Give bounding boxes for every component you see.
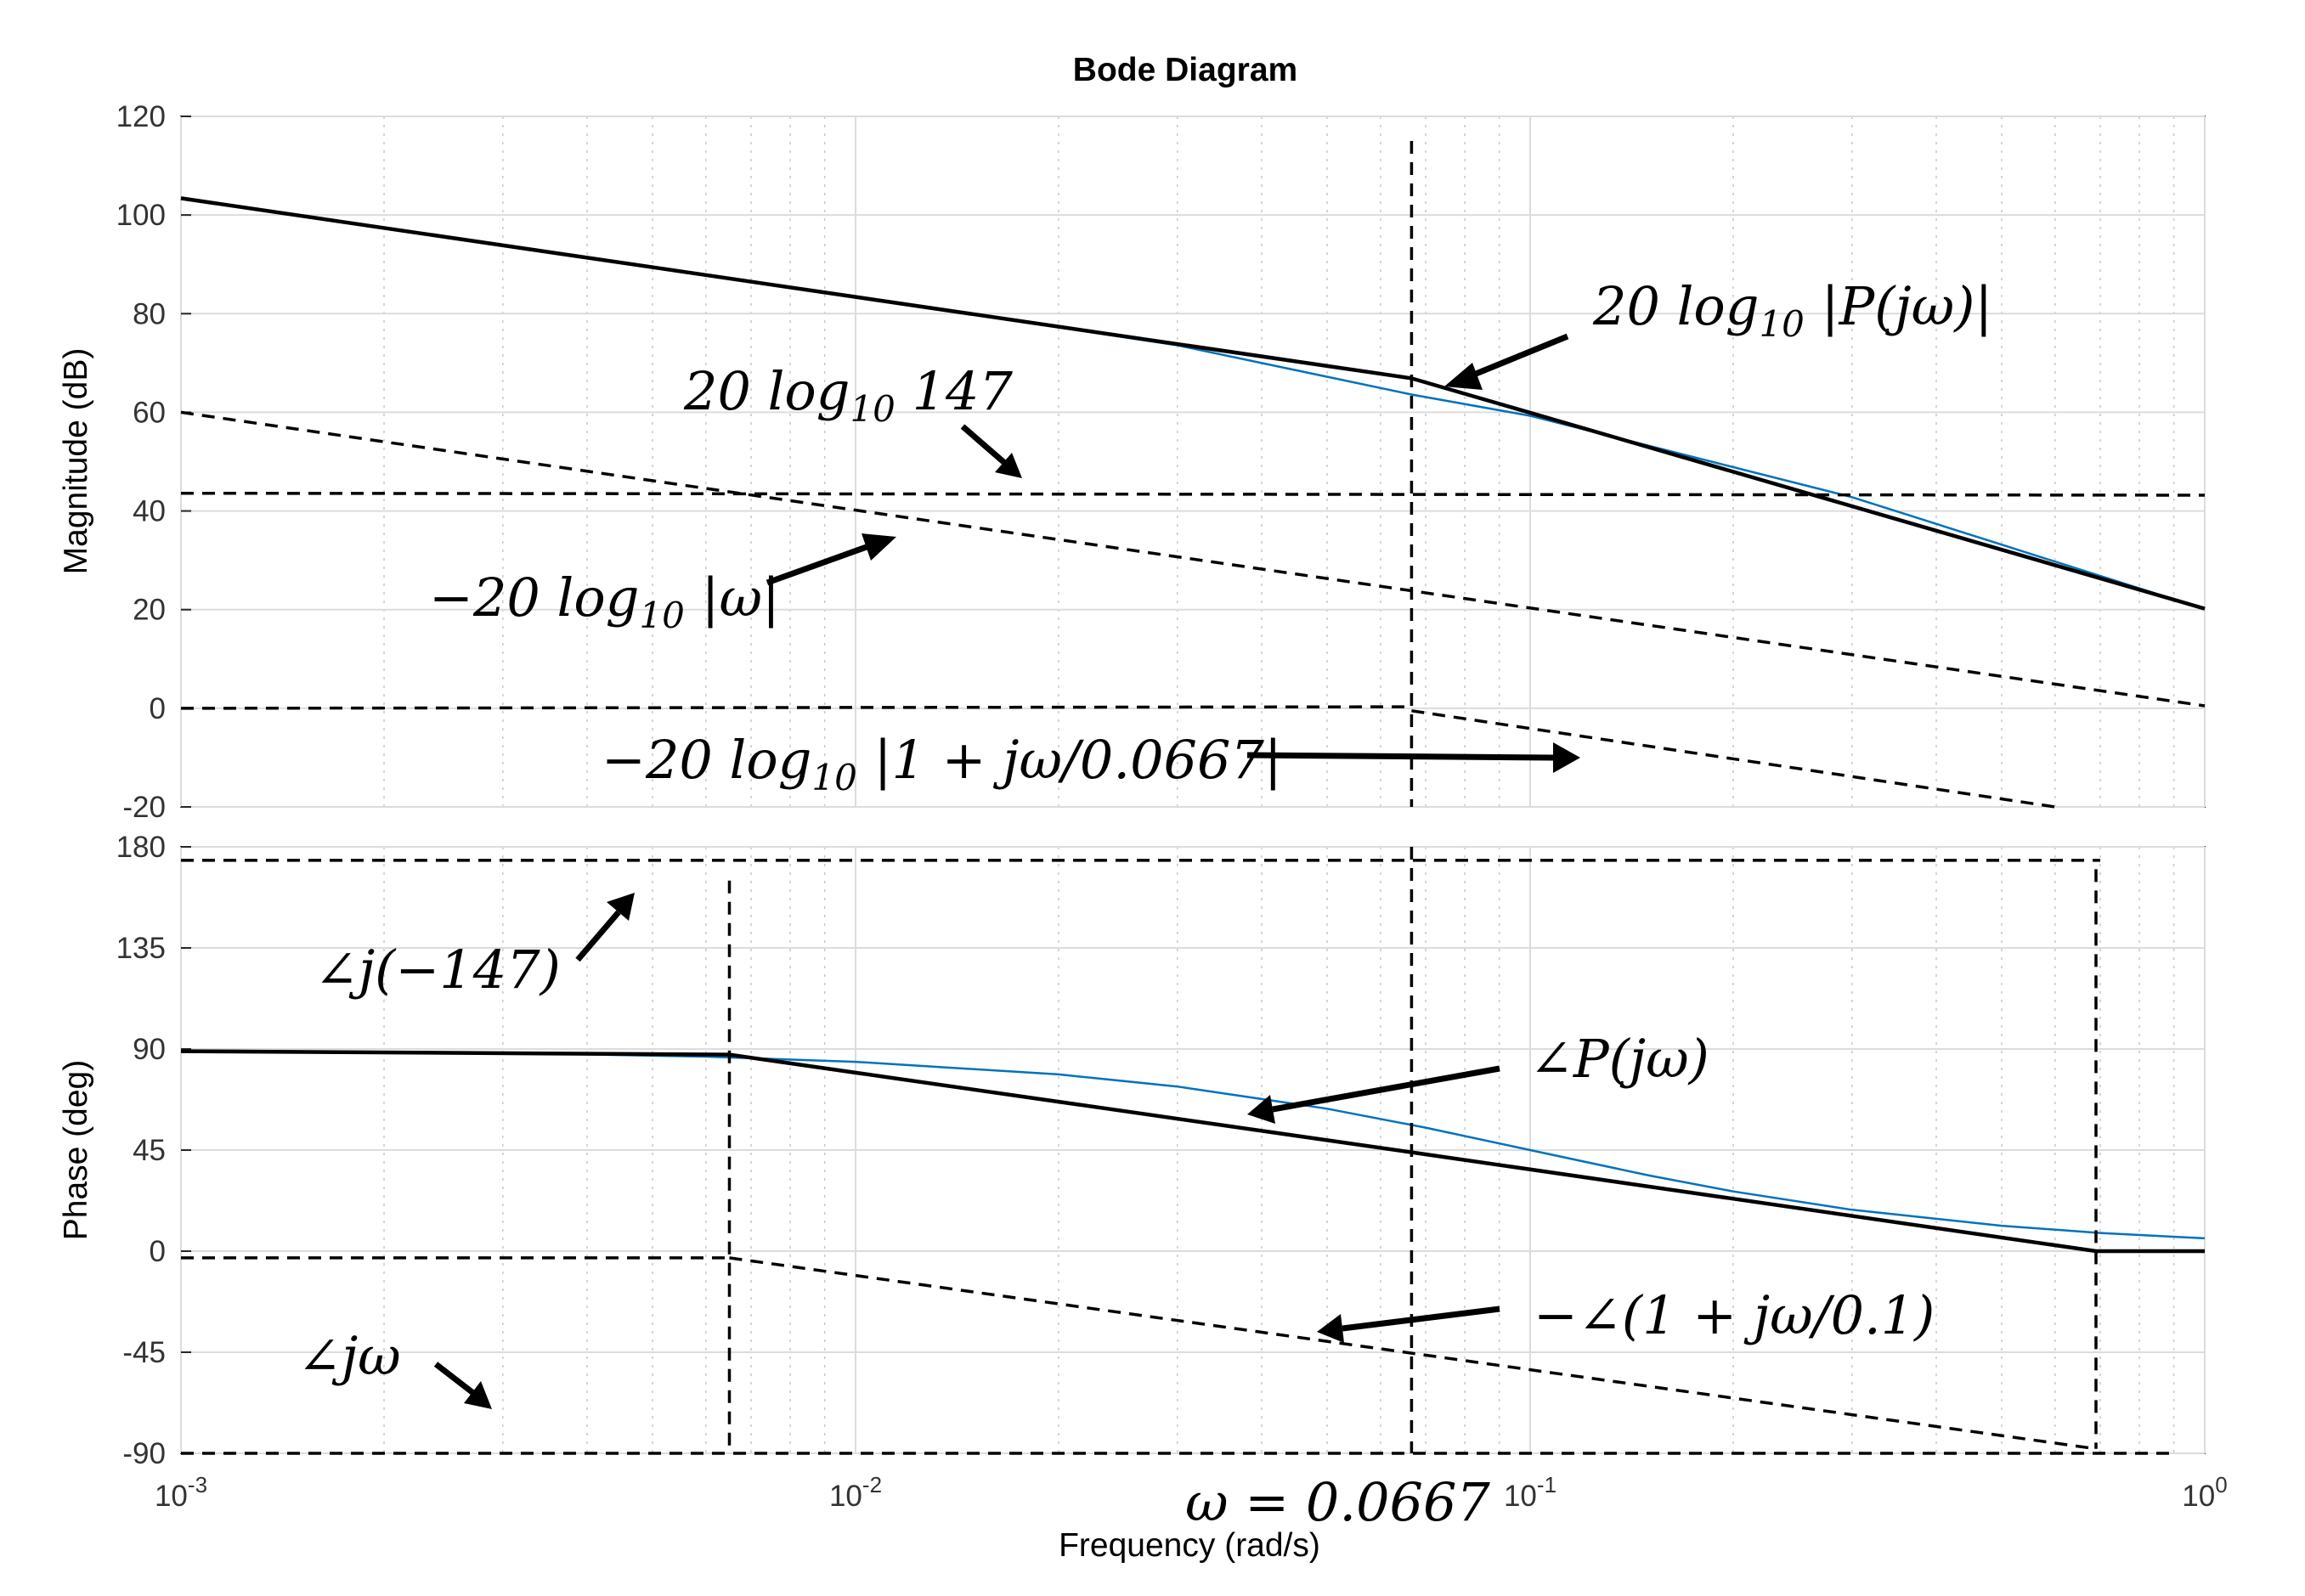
x-axis-label: Frequency (rad/s) <box>1059 1527 1320 1564</box>
label-mag-omega: −20 log10 |ω| <box>429 567 780 636</box>
arrow-mag-147-head <box>995 453 1022 478</box>
arrow-mag-pole <box>1246 752 1554 761</box>
arrow-ph-pole <box>1342 1306 1500 1332</box>
arrow-ph-pole-head <box>1317 1314 1344 1343</box>
label-mag-p-suffix: |P(jω)| <box>1805 275 1992 337</box>
magnitude-series <box>180 141 2206 809</box>
arrow-mag-p <box>1460 333 1569 383</box>
phase-y-ticks: 180 135 90 45 0 -45 -90 <box>116 831 166 1470</box>
magnitude-dashed-line <box>180 705 1412 710</box>
x-tick-label: 10-2 <box>829 1472 882 1513</box>
y-tick-label: 180 <box>116 831 166 864</box>
arrow-mag-pole-head <box>1553 742 1580 773</box>
magnitude-panel: 120 100 80 60 40 20 0 -20 Magnitude (dB) <box>58 100 2206 824</box>
label-ph-p: ∠P(jω) <box>1529 1028 1709 1090</box>
label-ph-147: ∠j(−147) <box>314 939 561 1001</box>
arrow-mag-omega-head <box>862 533 896 561</box>
y-tick-label: 120 <box>116 100 166 133</box>
label-mag-pole-suffix: |1 + jω/0.0667| <box>857 729 1282 791</box>
label-mag-147: 20 log10 147 <box>683 360 1014 430</box>
arrow-ph-jw-head <box>464 1381 492 1409</box>
magnitude-y-label: Magnitude (dB) <box>58 348 94 575</box>
label-mag-pole-prefix: −20 log <box>602 729 811 791</box>
y-tick-label: -90 <box>122 1437 166 1470</box>
arrow-ph-jw <box>433 1362 476 1396</box>
x-tick-label: 100 <box>2182 1472 2227 1513</box>
label-ph-pole: −∠(1 + jω/0.1) <box>1534 1284 1935 1346</box>
y-tick-label: 90 <box>133 1033 166 1066</box>
phase-dashed-line <box>729 1256 2097 1451</box>
y-tick-label: 100 <box>116 199 166 232</box>
label-mag-147-sub: 10 <box>850 388 895 430</box>
x-tick-label: 10-3 <box>155 1472 207 1513</box>
phase-y-label: Phase (deg) <box>58 1060 94 1240</box>
arrow-mag-omega <box>766 540 878 586</box>
magnitude-dashed-line <box>1411 709 2056 809</box>
chart-title: Bode Diagram <box>1073 52 1297 88</box>
y-tick-label: 45 <box>133 1134 166 1167</box>
arrow-ph-p-head <box>1247 1095 1275 1124</box>
label-mag-omega-suffix: |ω| <box>685 567 780 629</box>
y-tick-label: 0 <box>150 1235 166 1268</box>
magnitude-plot-area <box>180 116 2206 808</box>
y-tick-label: -20 <box>122 791 166 824</box>
annotation-arrows <box>433 333 1580 1409</box>
y-tick-label: 40 <box>133 495 166 528</box>
label-ph-jw: ∠jω <box>297 1325 401 1387</box>
arrow-ph-147-head <box>607 893 635 921</box>
label-omega-marker: ω = 0.0667 <box>1185 1471 1490 1533</box>
label-mag-p-sub: 10 <box>1759 303 1804 345</box>
phase-panel: 180 135 90 45 0 -45 -90 Phase (deg) <box>58 831 2206 1470</box>
y-tick-label: 0 <box>150 692 166 725</box>
label-mag-p: 20 log10 |P(jω)| <box>1592 275 1992 345</box>
y-tick-label: 20 <box>133 594 166 627</box>
y-tick-label: 135 <box>116 932 166 965</box>
arrow-ph-p <box>1272 1065 1500 1113</box>
y-tick-label: 80 <box>133 297 166 330</box>
label-mag-147-prefix: 20 log <box>683 360 850 422</box>
label-mag-pole-sub: 10 <box>811 757 856 798</box>
arrow-mag-147 <box>960 424 1010 468</box>
y-tick-label: -45 <box>122 1336 166 1369</box>
magnitude-y-ticks: 120 100 80 60 40 20 0 -20 <box>116 100 166 824</box>
label-mag-pole: −20 log10 |1 + jω/0.0667| <box>602 729 1282 798</box>
label-mag-p-prefix: 20 log <box>1592 275 1759 337</box>
x-tick-label: 10-1 <box>1504 1472 1556 1513</box>
label-mag-147-suffix: 147 <box>895 360 1014 422</box>
y-tick-label: 60 <box>133 396 166 429</box>
x-tick-labels: 10-3 10-2 10-1 100 <box>155 1472 2228 1513</box>
magnitude-dashed-line <box>180 410 2206 708</box>
label-mag-omega-sub: 10 <box>639 595 684 636</box>
magnitude-dashed-line <box>180 491 2206 497</box>
arrow-ph-147 <box>575 910 621 962</box>
arrow-mag-p-head <box>1444 363 1483 390</box>
annotation-labels: 20 log10 |P(jω)| 20 log10 147 −20 log10 … <box>297 275 1992 1533</box>
label-mag-omega-prefix: −20 log <box>429 567 639 629</box>
phase-series <box>180 847 2206 1455</box>
